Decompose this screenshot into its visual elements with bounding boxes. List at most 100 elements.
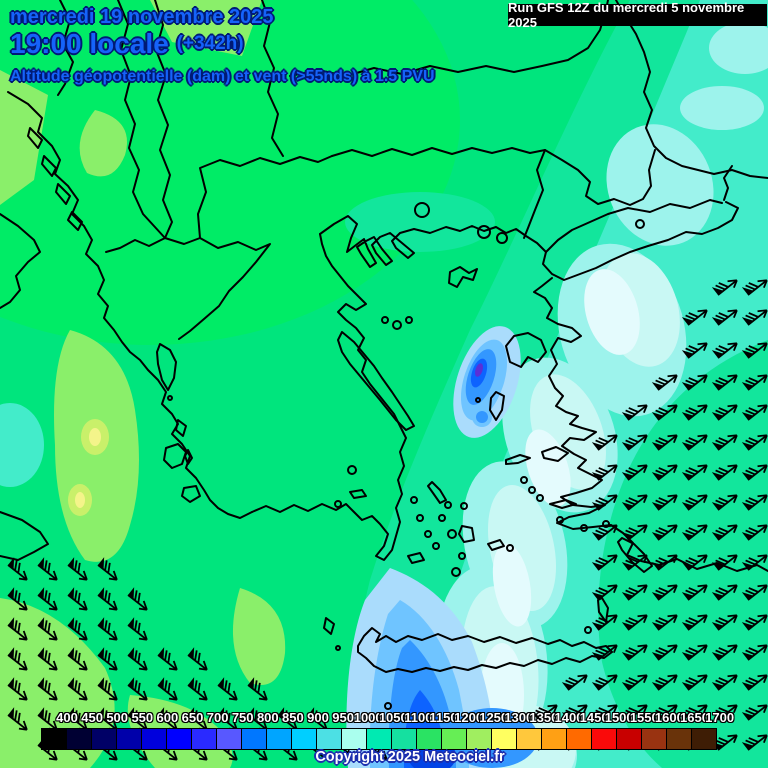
wind-barb: [741, 434, 768, 451]
wind-barb: [711, 674, 738, 691]
wind-barb: [711, 404, 738, 421]
wind-barb: [591, 584, 618, 601]
wind-barb: [591, 674, 618, 691]
wind-barb: [621, 704, 648, 721]
wind-barb: [621, 674, 648, 691]
wind-barb: [187, 647, 208, 671]
wind-barb: [711, 434, 738, 451]
wind-barb: [651, 644, 678, 661]
wind-barb: [591, 464, 618, 481]
wind-barb: [97, 617, 118, 641]
wind-barb: [711, 524, 738, 541]
wind-barb: [681, 524, 708, 541]
wind-barb: [681, 342, 708, 359]
wind-barb: [651, 494, 678, 511]
wind-barb: [7, 617, 28, 641]
wind-barb: [591, 704, 618, 721]
wind-barb: [651, 584, 678, 601]
wind-barb: [7, 707, 28, 731]
wind-barb: [681, 704, 708, 721]
wind-barb: [681, 404, 708, 421]
wind-barb: [741, 704, 768, 721]
wind-barb: [681, 374, 708, 391]
wind-barb: [97, 557, 118, 581]
wind-barb: [621, 644, 648, 661]
wind-barb: [97, 677, 118, 701]
wind-barb: [37, 677, 58, 701]
wind-barb: [7, 647, 28, 671]
wind-barb: [741, 279, 768, 296]
wind-barb: [681, 584, 708, 601]
wind-barb: [651, 674, 678, 691]
wind-barb: [741, 734, 768, 751]
wind-barb: [591, 434, 618, 451]
wind-barb: [711, 342, 738, 359]
wind-barb: [7, 677, 28, 701]
wind-barb: [561, 674, 588, 691]
wind-barb: [67, 617, 88, 641]
wind-barb: [187, 677, 208, 701]
wind-barb: [127, 587, 148, 611]
wind-barb: [127, 617, 148, 641]
wind-barb-field: [7, 279, 768, 761]
wind-barb: [7, 557, 28, 581]
wind-barb: [157, 677, 178, 701]
wind-barb: [741, 404, 768, 421]
wind-barb: [741, 524, 768, 541]
wind-barb: [741, 464, 768, 481]
wind-barb: [741, 584, 768, 601]
wind-barb: [97, 647, 118, 671]
wind-barb: [621, 524, 648, 541]
wind-barb: [711, 704, 738, 721]
wind-barb: [651, 614, 678, 631]
wind-barb: [127, 647, 148, 671]
wind-barb: [741, 674, 768, 691]
wind-barb: [591, 554, 618, 571]
wind-barb: [711, 644, 738, 661]
wind-barb: [621, 584, 648, 601]
wind-barb: [651, 434, 678, 451]
islands: [156, 202, 653, 710]
wind-barb: [591, 644, 618, 661]
wind-barb: [591, 614, 618, 631]
wind-barb: [97, 587, 118, 611]
wind-barb: [37, 647, 58, 671]
wind-barb: [681, 644, 708, 661]
wind-barb: [651, 464, 678, 481]
wind-barb: [67, 677, 88, 701]
wind-barb: [741, 494, 768, 511]
wind-barb: [621, 464, 648, 481]
wind-barb: [127, 677, 148, 701]
wind-barb: [621, 614, 648, 631]
wind-barb: [561, 704, 588, 721]
wind-barb: [741, 554, 768, 571]
wind-barb: [157, 647, 178, 671]
wind-barb: [67, 647, 88, 671]
wind-barb: [67, 557, 88, 581]
wind-barb: [681, 494, 708, 511]
wind-barb: [741, 374, 768, 391]
wind-barb: [681, 554, 708, 571]
wind-barb: [37, 617, 58, 641]
wind-barb: [531, 704, 558, 721]
wind-barb: [217, 677, 238, 701]
wind-barb: [681, 614, 708, 631]
wind-barb: [681, 309, 708, 326]
coastlines: [0, 0, 768, 572]
wind-barb: [741, 342, 768, 359]
wind-barb: [711, 374, 738, 391]
wind-barb: [591, 524, 618, 541]
wind-barb: [681, 464, 708, 481]
wind-barb: [711, 614, 738, 631]
wind-barb: [741, 614, 768, 631]
wind-barb: [711, 494, 738, 511]
wind-barb: [741, 309, 768, 326]
wind-barb: [651, 404, 678, 421]
wind-barb: [621, 554, 648, 571]
wind-barb: [711, 464, 738, 481]
wind-barb: [651, 374, 678, 391]
wind-barb: [711, 309, 738, 326]
wind-barb: [651, 524, 678, 541]
wind-barb: [651, 554, 678, 571]
